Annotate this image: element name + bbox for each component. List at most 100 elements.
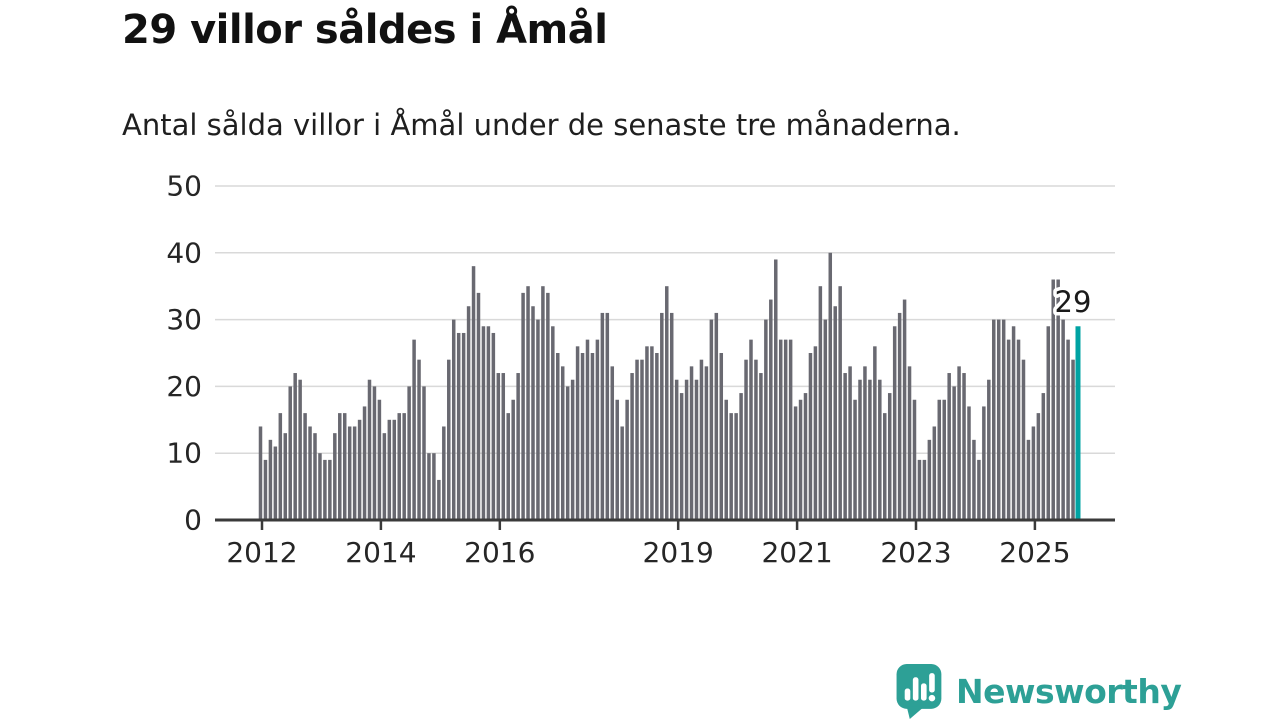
bar [347, 426, 352, 520]
bar [338, 413, 342, 520]
bar [947, 373, 951, 520]
bar [704, 366, 709, 520]
bar [625, 399, 629, 520]
latest-value-annotation: 29 [1055, 285, 1092, 319]
bar [263, 459, 268, 520]
brand-name: Newsworthy [956, 672, 1182, 711]
bar [298, 379, 302, 520]
bar [600, 312, 605, 520]
bar [858, 379, 862, 520]
x-axis-tick-label: 2019 [643, 536, 714, 569]
y-axis-tick-label: 30 [166, 303, 202, 336]
bar [323, 459, 327, 520]
bar [764, 319, 768, 520]
bar [778, 339, 783, 520]
bar [749, 339, 753, 520]
bar [996, 319, 1001, 520]
y-axis-tick-label: 0 [184, 504, 202, 537]
bar [1011, 326, 1016, 520]
bar [456, 332, 461, 520]
bar [565, 386, 570, 520]
bar [387, 419, 392, 520]
bar [521, 292, 525, 520]
bar [466, 306, 471, 520]
bar [838, 286, 842, 520]
bar [541, 286, 545, 520]
bar [892, 326, 897, 520]
highlight-bar-latest [1075, 326, 1081, 520]
speech-bubble-chart-icon [896, 664, 942, 719]
bar [328, 459, 332, 520]
bar [1071, 359, 1075, 520]
bar [397, 413, 401, 520]
bar [496, 373, 501, 520]
bar [669, 312, 674, 520]
bar [645, 346, 649, 520]
bar [308, 426, 312, 520]
bar [1066, 339, 1070, 520]
bar [417, 359, 421, 520]
bar [412, 339, 416, 520]
bar [531, 306, 535, 520]
bar [560, 366, 565, 520]
bar [367, 379, 372, 520]
bar [729, 413, 733, 520]
bar-chart: 0 10 20 30 40 50 2012 2014 2016 2019 2021 2023 2025 2… [166, 170, 1115, 569]
bar [843, 373, 847, 520]
bar [437, 479, 441, 520]
bar [679, 393, 684, 520]
bar [739, 393, 743, 520]
bar [793, 406, 798, 520]
bar [967, 406, 971, 520]
bar [972, 439, 976, 520]
bar [377, 399, 382, 520]
bar [575, 346, 580, 520]
bar [932, 426, 937, 520]
bar [774, 259, 778, 520]
bar [506, 413, 510, 520]
bar [635, 359, 639, 520]
bar [278, 413, 283, 520]
bar [992, 319, 996, 520]
bar [1056, 279, 1060, 520]
x-axis-tick-label: 2023 [880, 536, 951, 569]
bar [878, 379, 882, 520]
x-axis-tick-label: 2012 [226, 536, 297, 569]
x-axis-tick-label: 2016 [464, 536, 535, 569]
bar [491, 332, 496, 520]
bar [808, 353, 813, 520]
bar [868, 379, 872, 520]
bar [694, 379, 699, 520]
y-axis-tick-label: 20 [166, 370, 202, 403]
bar [1036, 413, 1041, 520]
bar [1026, 439, 1031, 520]
newsworthy-logo: Newsworthy [896, 664, 1182, 719]
bar [769, 299, 773, 520]
bar [536, 319, 540, 520]
bar [293, 373, 297, 520]
bar [318, 453, 322, 520]
bar [863, 366, 867, 520]
bar [887, 393, 892, 520]
bar [1021, 359, 1026, 520]
bar [957, 366, 961, 520]
bar [848, 366, 852, 520]
bar [313, 433, 317, 520]
bar [585, 339, 590, 520]
bar [481, 326, 486, 520]
bar [447, 359, 451, 520]
x-axis-tick-label: 2025 [999, 536, 1070, 569]
bar [665, 286, 669, 520]
bar [402, 413, 406, 520]
bar [873, 346, 877, 520]
bar [1046, 326, 1051, 520]
bar [1041, 393, 1046, 520]
bar [590, 353, 595, 520]
bar [382, 433, 387, 520]
bar [917, 459, 922, 520]
bar [511, 399, 515, 520]
bar [620, 426, 624, 520]
bar [1016, 339, 1021, 520]
bar [486, 326, 491, 520]
bar [273, 446, 278, 520]
